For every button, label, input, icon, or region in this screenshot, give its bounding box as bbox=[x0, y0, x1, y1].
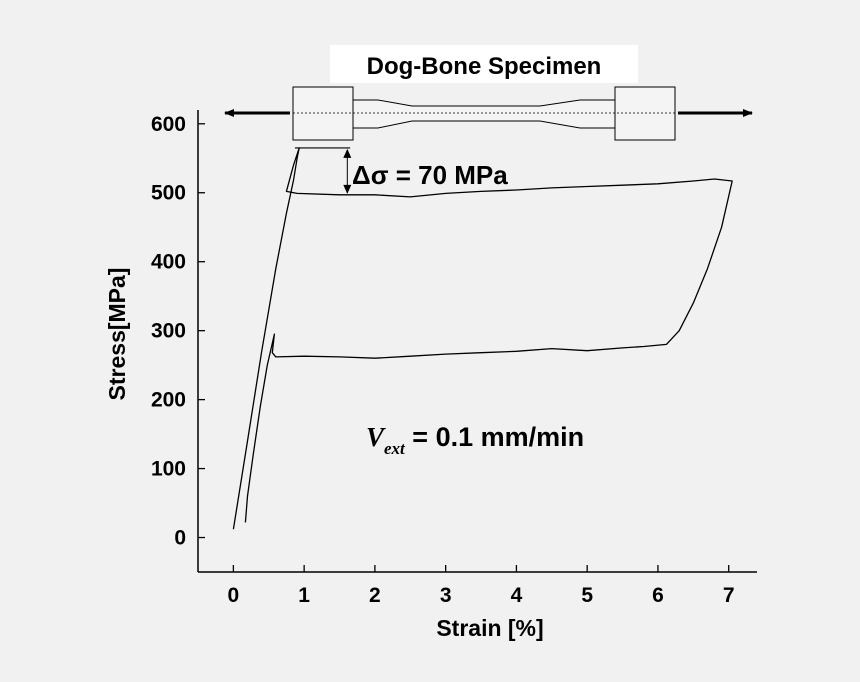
y-tick-label: 0 bbox=[174, 527, 186, 550]
x-tick-label: 5 bbox=[581, 584, 593, 607]
y-tick-label: 600 bbox=[151, 113, 186, 136]
chart-title: Dog-Bone Specimen bbox=[367, 53, 602, 80]
delta-sigma-arrowhead-up bbox=[343, 148, 352, 158]
x-tick-label: 0 bbox=[228, 584, 240, 607]
delta-sigma-label: Δσ = 70 MPa bbox=[352, 160, 508, 190]
dog-bone-specimen-icon bbox=[224, 86, 753, 141]
y-tick-label: 400 bbox=[151, 251, 186, 274]
x-tick-label: 6 bbox=[652, 584, 664, 607]
delta-sigma-arrowhead-down bbox=[343, 184, 352, 194]
x-tick-label: 2 bbox=[369, 584, 381, 607]
y-tick-label: 100 bbox=[151, 458, 186, 481]
x-tick-label: 4 bbox=[511, 584, 523, 607]
y-tick-label: 200 bbox=[151, 389, 186, 412]
y-tick-label: 300 bbox=[151, 320, 186, 343]
y-tick-label: 500 bbox=[151, 182, 186, 205]
y-axis-label: Stress[MPa] bbox=[104, 268, 130, 401]
x-tick-label: 1 bbox=[298, 584, 310, 607]
x-axis-label: Strain [%] bbox=[436, 615, 543, 641]
velocity-subscript: ext bbox=[384, 439, 406, 458]
extension-rate-label: Vext = 0.1 mm/min bbox=[366, 422, 584, 458]
x-tick-label: 7 bbox=[723, 584, 735, 607]
velocity-symbol: V bbox=[366, 422, 386, 452]
x-tick-label: 3 bbox=[440, 584, 452, 607]
title-box bbox=[330, 45, 638, 83]
velocity-value: = 0.1 mm/min bbox=[405, 422, 584, 452]
stress-strain-curve bbox=[232, 147, 733, 530]
